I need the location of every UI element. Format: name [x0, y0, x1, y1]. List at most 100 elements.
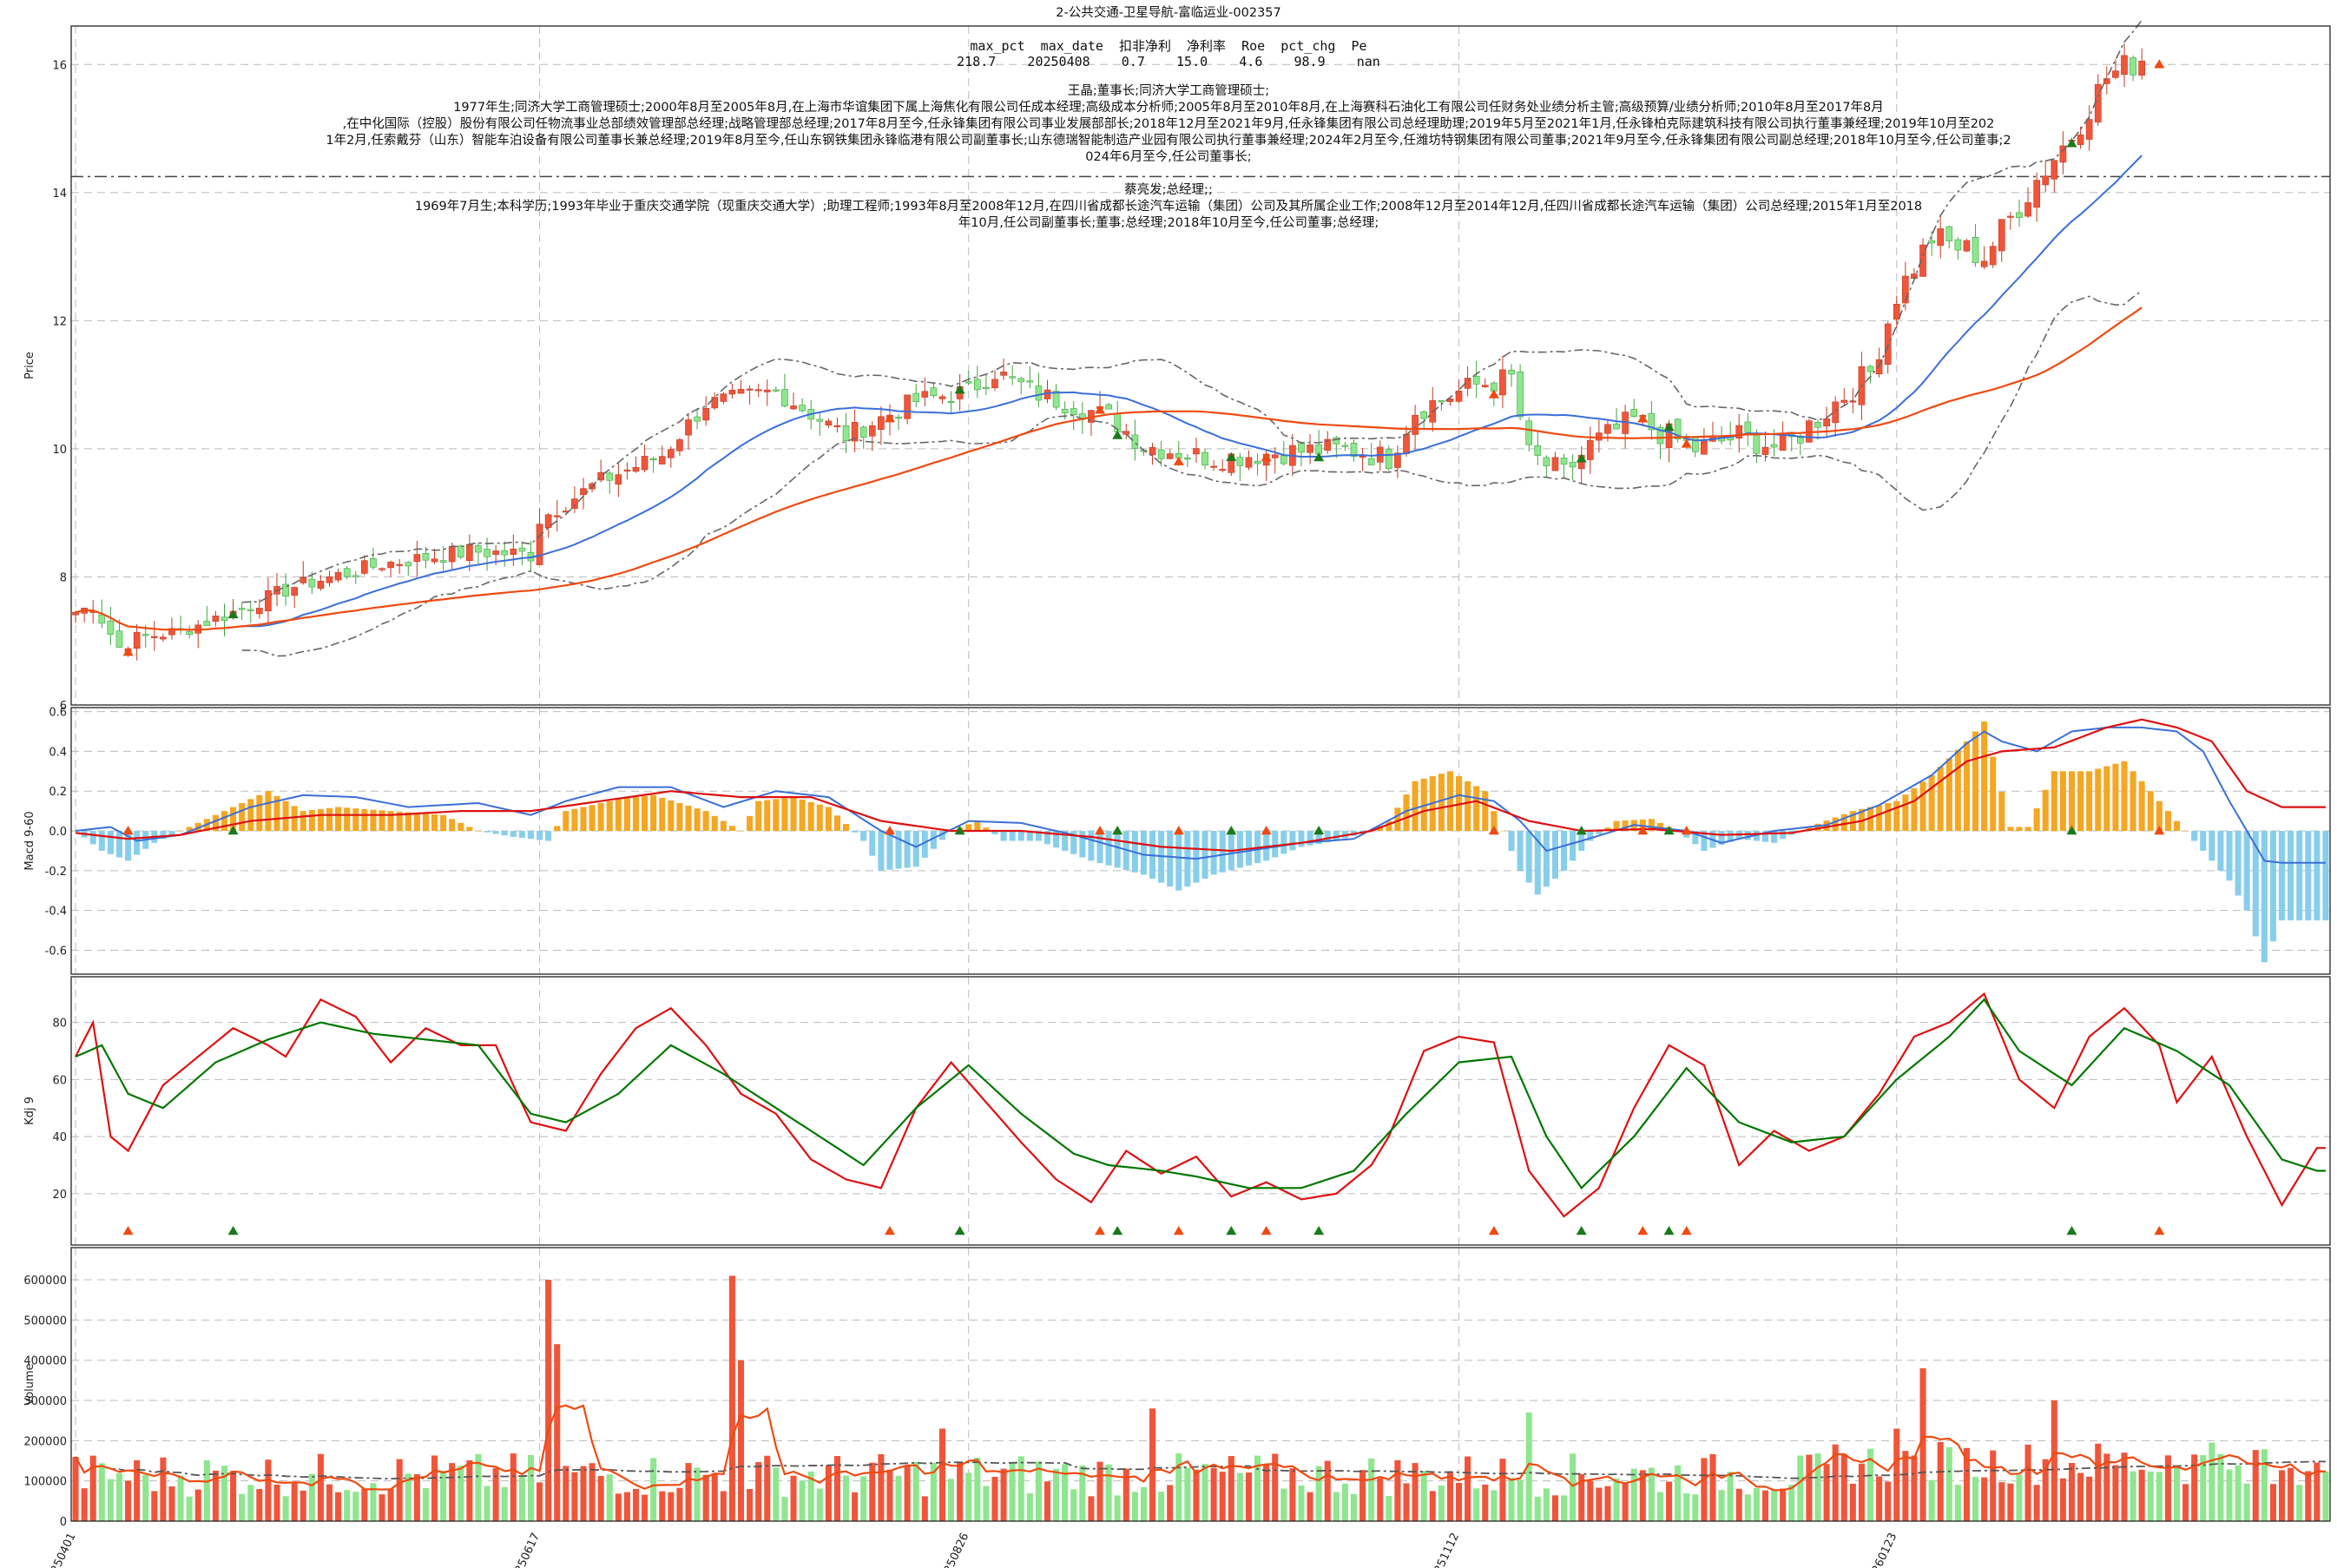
candle-body: [868, 425, 876, 437]
candle-body: [904, 394, 911, 419]
candle-body: [343, 568, 351, 577]
volume-bar: [1280, 1488, 1287, 1521]
volume-bar: [642, 1494, 648, 1521]
candle-body: [895, 417, 902, 419]
candle-body: [150, 636, 158, 638]
macd-histogram-bar: [1919, 781, 1926, 832]
volume-bar: [1149, 1408, 1156, 1521]
macd-histogram-bar: [1035, 831, 1042, 841]
candle-body: [623, 469, 631, 472]
candle-body: [361, 560, 368, 574]
macd-histogram-bar: [458, 822, 464, 832]
candle-body: [737, 389, 745, 394]
volume-bar: [895, 1475, 902, 1521]
macd-histogram-bar: [1446, 771, 1453, 832]
macd-histogram-bar: [1551, 831, 1558, 880]
macd-histogram-bar: [773, 799, 780, 832]
macd-histogram-bar: [2156, 800, 2163, 832]
volume-bar: [1718, 1490, 1725, 1521]
volume-bar: [2243, 1483, 2250, 1521]
candle-body: [816, 418, 824, 422]
sell-signal-marker: [884, 413, 895, 423]
macd-histogram-bar: [370, 809, 377, 832]
candle-body: [133, 631, 141, 649]
macd-histogram-bar: [807, 801, 814, 832]
volume-bar: [1446, 1471, 1453, 1521]
person-2-bio-line-1: 1969年7月生;本科学历;1993年毕业于重庆交通学院（现重庆交通大学）;助理…: [414, 200, 1923, 214]
sell-signal-marker: [1095, 826, 1106, 835]
volume-bar: [300, 1490, 306, 1521]
macd-histogram-bar: [1701, 831, 1708, 851]
candle-body: [921, 391, 929, 398]
stats-values: 218.7 20250408 0.7 15.0 4.6 98.9 nan: [957, 54, 1380, 69]
macd-histogram-bar: [282, 800, 289, 832]
macd-histogram-bar: [580, 807, 587, 832]
volume-bar: [510, 1453, 517, 1521]
macd-histogram-bar: [1508, 831, 1515, 851]
macd-histogram-bar: [1866, 807, 1874, 832]
volume-bar: [1167, 1485, 1174, 1521]
candle-body: [1394, 452, 1401, 468]
macd-histogram-bar: [764, 800, 771, 832]
macd-histogram-bar: [2173, 820, 2181, 832]
candle-body: [1472, 376, 1480, 385]
buy-signal-marker: [227, 1226, 239, 1235]
candle-body: [107, 621, 115, 635]
macd-histogram-bar: [781, 798, 788, 832]
volume-bar: [501, 1486, 508, 1521]
candle-body: [1534, 445, 1542, 456]
volume-bar: [1403, 1483, 1410, 1521]
volume-bar: [554, 1344, 561, 1521]
macd-histogram-bar: [1114, 831, 1121, 868]
volume-bar: [194, 1489, 201, 1521]
macd-histogram-bar: [361, 808, 368, 832]
candle-body: [422, 552, 430, 561]
volume-bar: [711, 1473, 718, 1521]
macd-histogram-bar: [308, 809, 315, 832]
volume-bar: [1534, 1496, 1541, 1521]
sell-signal-marker: [2154, 1226, 2165, 1235]
macd-histogram-bar: [2217, 831, 2224, 871]
macd-histogram-bar: [125, 831, 132, 861]
volume-bar: [720, 1491, 727, 1521]
volume-bar: [1158, 1492, 1165, 1521]
volume-bar: [1551, 1495, 1558, 1521]
volume-bar: [781, 1497, 788, 1521]
volume-bar: [1517, 1479, 1524, 1521]
buy-signal-marker: [2066, 138, 2077, 148]
candle-body: [668, 449, 675, 458]
sell-signal-marker: [1488, 826, 1499, 835]
macd-histogram-bar: [1070, 831, 1077, 854]
volume-bar: [2200, 1454, 2207, 1521]
sell-signal-marker: [1173, 1226, 1184, 1235]
volume-bar: [440, 1471, 447, 1521]
candle-body: [492, 550, 499, 555]
macd-histogram-bar: [2016, 827, 2023, 832]
volume-bar: [1289, 1468, 1296, 1521]
volume-bar: [1140, 1486, 1147, 1521]
candle-body: [291, 587, 299, 596]
volume-bar: [2164, 1455, 2171, 1521]
volume-bar: [1543, 1488, 1550, 1521]
candle-body: [238, 608, 246, 610]
candle-body: [160, 636, 167, 640]
volume-bar: [668, 1492, 675, 1521]
macd-histogram-bar: [1780, 831, 1787, 840]
volume-bar: [2191, 1454, 2198, 1521]
macd-histogram-bar: [869, 831, 876, 856]
candle-body: [1000, 372, 1007, 376]
candle-body: [825, 420, 833, 426]
candle-body: [1341, 445, 1349, 447]
volume-bar: [1814, 1453, 1821, 1521]
volume-bar: [1525, 1412, 1532, 1521]
macd-histogram-bar: [422, 814, 429, 832]
sell-signal-marker: [1261, 452, 1272, 462]
candle-body: [930, 387, 938, 397]
volume-bar: [1465, 1456, 1471, 1521]
volume-bar: [965, 1472, 972, 1521]
volume-bar: [326, 1484, 333, 1521]
macd-histogram-bar: [2051, 771, 2057, 832]
candle-body: [2024, 202, 2031, 217]
volume-bar: [308, 1473, 315, 1521]
volume-bar: [1017, 1456, 1024, 1521]
